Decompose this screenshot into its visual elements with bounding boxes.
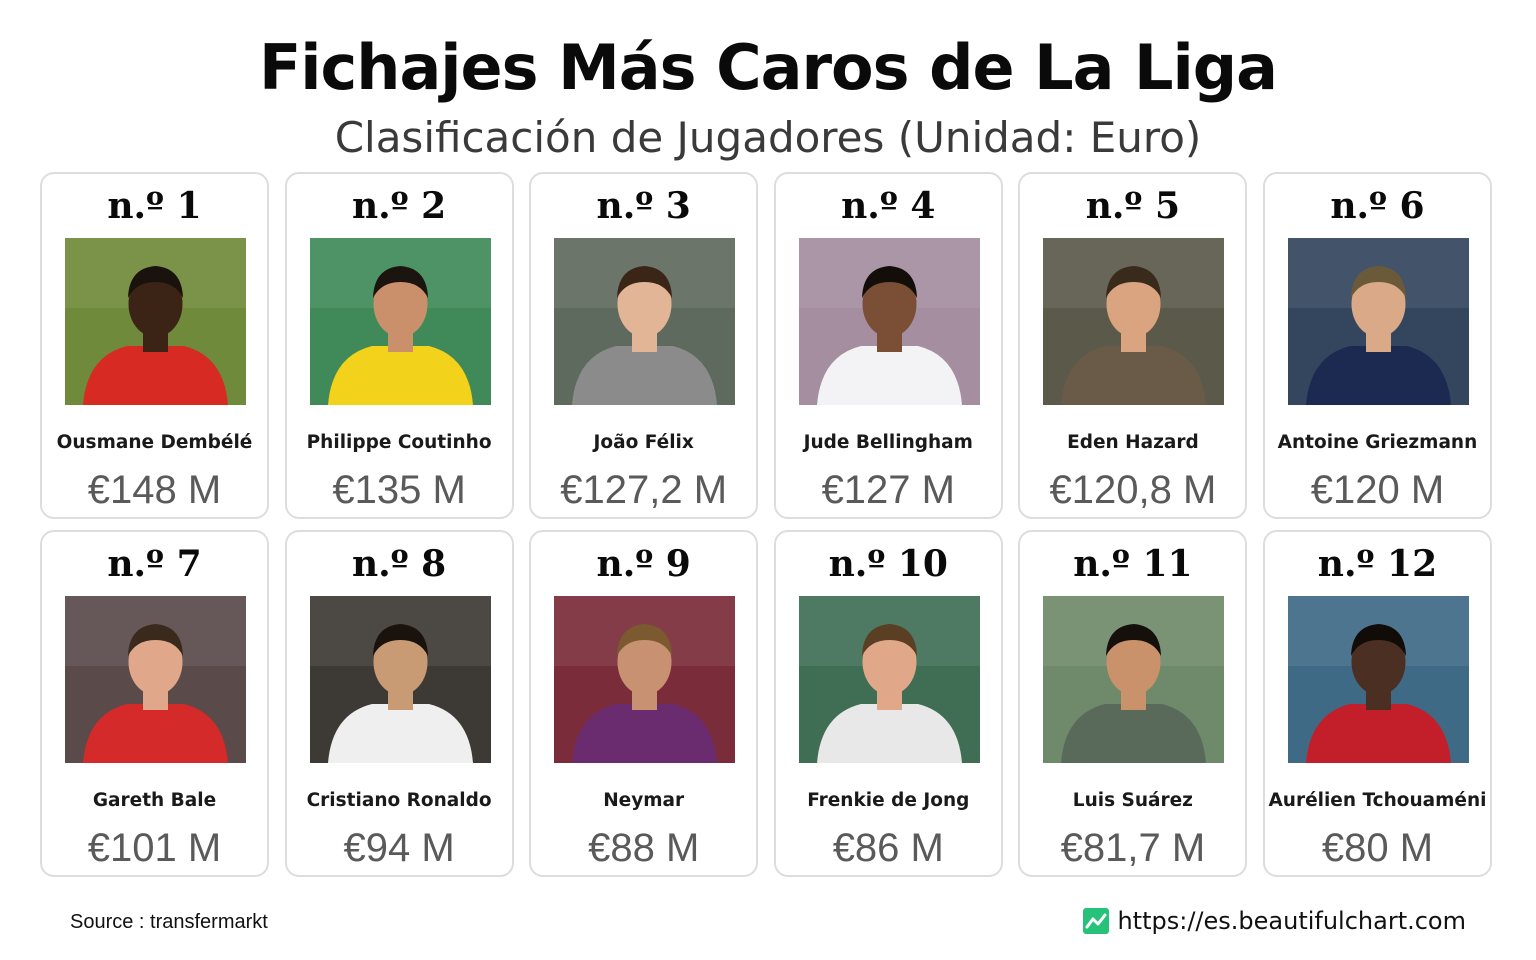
page-title: Fichajes Más Caros de La Liga: [258, 31, 1278, 104]
player-photo-image: [1043, 238, 1225, 405]
player-photo-image: [554, 238, 736, 405]
player-fee: €81,7 M: [1060, 826, 1206, 870]
source-note: Source : transfermarkt: [70, 911, 268, 933]
player-photo: [1287, 596, 1469, 763]
player-fee: €127 M: [821, 468, 955, 512]
player-photo-image: [1287, 238, 1469, 405]
player-card: n.º 12 Aurélien Tchouaméni €80 M: [1262, 530, 1492, 877]
player-photo: [1287, 238, 1469, 405]
player-card: n.º 4 Jude Bellingham €127 M: [773, 172, 1003, 519]
player-photo-image: [309, 238, 491, 405]
player-name: Aurélien Tchouaméni: [1268, 790, 1487, 811]
player-card: n.º 9 Neymar €88 M: [529, 530, 759, 877]
player-fee: €88 M: [588, 826, 700, 870]
player-card: n.º 5 Eden Hazard €120,8 M: [1018, 172, 1248, 519]
player-photo: [554, 596, 736, 763]
player-photo-image: [554, 596, 736, 763]
page-subtitle: Clasificación de Jugadores (Unidad: Euro…: [334, 113, 1202, 162]
player-card: n.º 11 Luis Suárez €81,7 M: [1018, 530, 1248, 877]
player-fee: €135 M: [332, 468, 466, 512]
player-rank: n.º 9: [596, 543, 691, 585]
player-rank: n.º 11: [1073, 543, 1193, 585]
player-rank: n.º 2: [351, 185, 447, 227]
player-name: Gareth Bale: [92, 790, 217, 811]
player-photo: [554, 238, 736, 405]
player-photo: [65, 596, 246, 763]
player-fee: €80 M: [1321, 826, 1434, 870]
player-photo: [798, 596, 980, 763]
player-fee: €148 M: [87, 468, 222, 512]
player-fee: €120,8 M: [1049, 468, 1217, 512]
player-name: Eden Hazard: [1067, 432, 1199, 453]
player-rank: n.º 6: [1330, 185, 1425, 227]
player-card: n.º 10 Frenkie de Jong €86 M: [773, 530, 1003, 877]
player-photo: [1043, 238, 1225, 405]
player-rank: n.º 5: [1085, 185, 1181, 227]
player-card: n.º 6 Antoine Griezmann €120 M: [1262, 172, 1492, 519]
player-photo-image: [798, 238, 980, 405]
player-grid: n.º 1 Ousmane Dembélé €148 M n.º 2 Phili…: [40, 172, 1492, 877]
player-fee: €101 M: [87, 826, 222, 870]
player-photo: [65, 238, 246, 405]
player-name: Neymar: [603, 790, 685, 811]
player-photo: [309, 238, 491, 405]
player-name: Ousmane Dembélé: [56, 432, 253, 453]
player-photo-image: [1043, 596, 1225, 763]
player-photo-image: [65, 596, 246, 763]
player-name: Frenkie de Jong: [807, 790, 970, 811]
player-photo: [309, 596, 491, 763]
site-url-link[interactable]: https://es.beautifulchart.com: [1117, 907, 1466, 935]
player-rank: n.º 10: [828, 543, 948, 585]
line-chart-icon: [1083, 908, 1110, 934]
player-photo-image: [65, 238, 246, 405]
player-name: Philippe Coutinho: [306, 432, 492, 453]
player-card: n.º 3 João Félix €127,2 M: [529, 172, 759, 519]
player-card: n.º 2 Philippe Coutinho €135 M: [284, 172, 514, 519]
player-name: Cristiano Ronaldo: [306, 790, 492, 811]
player-photo: [1043, 596, 1225, 763]
player-name: João Félix: [593, 432, 694, 453]
player-name: Jude Bellingham: [803, 432, 973, 453]
player-name: Antoine Griezmann: [1277, 432, 1478, 453]
player-rank: n.º 12: [1317, 543, 1438, 585]
player-photo: [798, 238, 980, 405]
player-rank: n.º 4: [841, 185, 936, 227]
player-rank: n.º 1: [107, 185, 202, 227]
player-card: n.º 7 Gareth Bale €101 M: [40, 530, 269, 877]
player-rank: n.º 8: [351, 543, 447, 585]
player-fee: €127,2 M: [560, 468, 728, 512]
player-rank: n.º 3: [596, 185, 691, 227]
player-photo-image: [309, 596, 491, 763]
player-card: n.º 8 Cristiano Ronaldo €94 M: [284, 530, 514, 877]
player-fee: €94 M: [343, 826, 455, 870]
site-credit[interactable]: https://es.beautifulchart.com: [1083, 905, 1466, 937]
player-rank: n.º 7: [107, 543, 202, 585]
player-name: Luis Suárez: [1072, 790, 1193, 811]
player-card: n.º 1 Ousmane Dembélé €148 M: [40, 172, 269, 519]
player-photo-image: [798, 596, 980, 763]
player-photo-image: [1287, 596, 1469, 763]
player-fee: €86 M: [832, 826, 944, 870]
player-fee: €120 M: [1310, 468, 1445, 512]
